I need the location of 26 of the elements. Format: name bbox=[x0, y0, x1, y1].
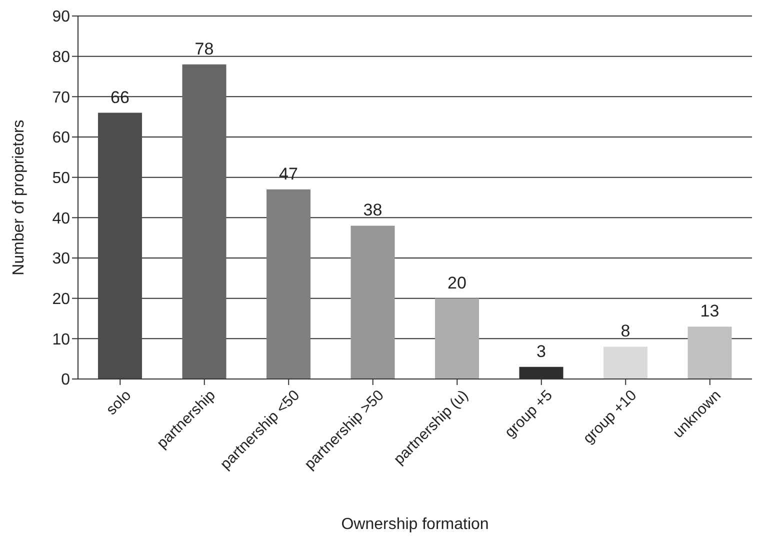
y-tick-label: 50 bbox=[52, 170, 70, 188]
y-tick-label: 20 bbox=[52, 291, 70, 308]
y-tick-label: 0 bbox=[61, 372, 70, 389]
y-tick-label: 80 bbox=[52, 49, 70, 66]
data-label: 78 bbox=[194, 39, 214, 58]
data-label: 20 bbox=[448, 273, 466, 292]
data-label: 38 bbox=[363, 200, 382, 220]
data-label: 8 bbox=[620, 322, 630, 341]
bar bbox=[604, 346, 648, 379]
y-tick-label: 70 bbox=[52, 89, 70, 106]
bar bbox=[182, 64, 226, 379]
y-tick-label: 10 bbox=[52, 331, 70, 348]
bar bbox=[266, 189, 310, 379]
data-label: 13 bbox=[700, 302, 720, 321]
y-tick-label: 40 bbox=[52, 210, 70, 228]
y-tick-label: 60 bbox=[52, 130, 70, 147]
bar bbox=[98, 112, 142, 379]
x-axis-title: Ownership formation bbox=[341, 516, 489, 533]
y-tick-label: 90 bbox=[52, 8, 70, 26]
y-tick-label: 30 bbox=[52, 250, 70, 268]
x-tick-label: solo bbox=[103, 386, 135, 418]
y-axis-title: Number of proprietors bbox=[10, 120, 28, 276]
bar bbox=[688, 326, 732, 379]
bar bbox=[350, 226, 395, 379]
data-label: 3 bbox=[536, 342, 546, 361]
bar bbox=[435, 298, 479, 379]
